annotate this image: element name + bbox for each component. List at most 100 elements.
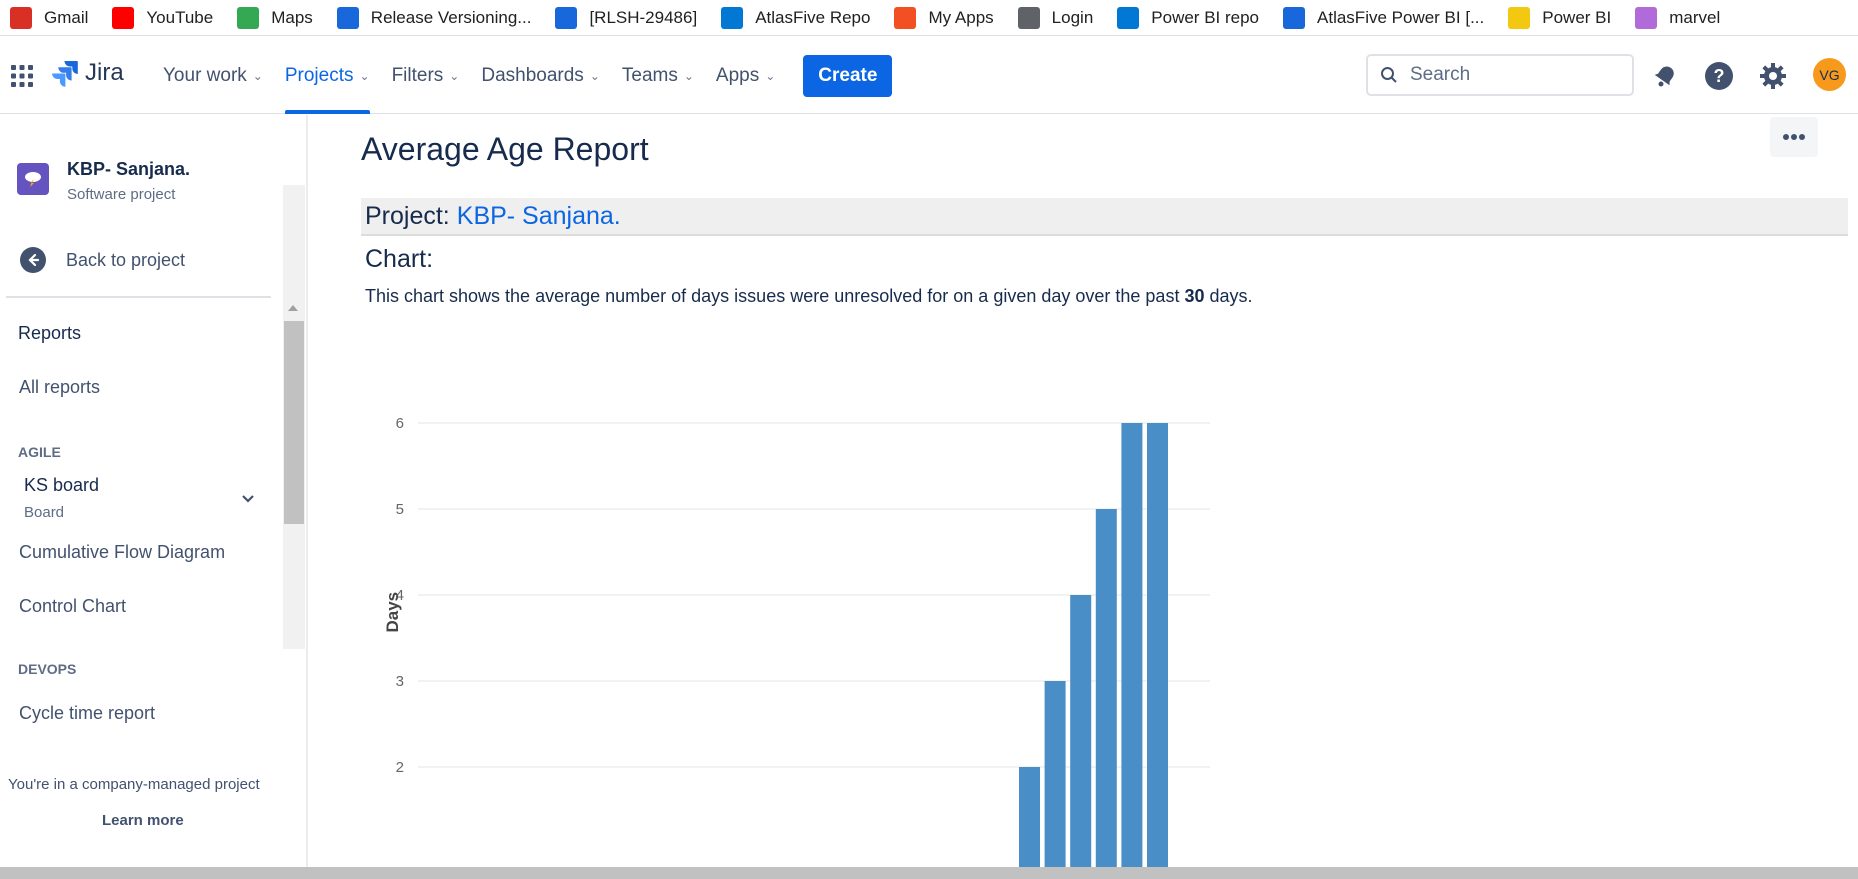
average-age-chart: 2 3 4 5 6 Days <box>383 415 1210 871</box>
search-placeholder: Search <box>1410 64 1471 85</box>
nav-item-teams[interactable]: Teams ⌄ <box>622 37 694 114</box>
bookmark-item[interactable]: AtlasFive Power BI [... <box>1283 6 1485 29</box>
bookmark-label: Maps <box>271 7 313 27</box>
bookmark-label: YouTube <box>146 7 214 27</box>
settings-gear-icon[interactable] <box>1758 61 1788 91</box>
project-link[interactable]: KBP- Sanjana. <box>456 201 621 230</box>
agile-section-heading: AGILE <box>18 444 61 460</box>
microsoft-icon <box>894 6 917 29</box>
bookmark-label: My Apps <box>928 7 994 27</box>
y-tick-label: 3 <box>396 673 404 690</box>
bookmark-label: marvel <box>1669 7 1721 27</box>
project-header-bar: Project: KBP- Sanjana. <box>361 198 1848 236</box>
chart-bar <box>1019 767 1040 871</box>
sidebar-item-control-chart[interactable]: Control Chart <box>19 596 127 616</box>
search-icon <box>1381 67 1397 83</box>
confluence-icon <box>1283 6 1306 29</box>
sidebar-item-all-reports[interactable]: All reports <box>19 377 101 397</box>
y-tick-label: 2 <box>396 759 404 776</box>
nav-item-filters[interactable]: Filters ⌄ <box>392 37 460 114</box>
report-content: Average Age Report Project: KBP- Sanjana… <box>310 115 1858 871</box>
project-sidebar: KBP- Sanjana. Software project Back to p… <box>0 115 308 879</box>
back-arrow-icon <box>20 247 46 273</box>
jira-logo[interactable]: Jira <box>51 59 124 87</box>
avatar-initials: VG <box>1819 66 1840 83</box>
nav-item-apps[interactable]: Apps ⌄ <box>716 37 775 114</box>
nav-item-dashboards[interactable]: Dashboards ⌄ <box>481 37 600 114</box>
back-to-project-button[interactable]: Back to project <box>20 247 185 273</box>
chevron-down-icon: ⌄ <box>589 68 600 83</box>
bookmark-item[interactable]: marvel <box>1635 6 1721 29</box>
chart-bar <box>1121 423 1143 871</box>
nav-item-label: Dashboards <box>481 64 584 86</box>
chevron-down-icon: ⌄ <box>683 68 694 83</box>
help-icon[interactable]: ? <box>1704 61 1734 91</box>
board-selector-name[interactable]: KS board <box>24 475 100 495</box>
chart-bar <box>1095 509 1117 871</box>
project-type: Software project <box>67 186 176 203</box>
chart-bar <box>1044 681 1066 871</box>
page-icon <box>1017 6 1040 29</box>
notifications-icon[interactable] <box>1650 61 1680 91</box>
nav-item-your-work[interactable]: Your work ⌄ <box>163 37 263 114</box>
app-switcher-icon[interactable] <box>10 64 34 88</box>
chevron-down-icon[interactable] <box>240 490 256 511</box>
bookmark-item[interactable]: Gmail <box>10 6 88 29</box>
y-tick-label: 5 <box>396 501 404 518</box>
bookmark-item[interactable]: Power BI <box>1508 6 1612 29</box>
create-button[interactable]: Create <box>803 54 893 97</box>
bookmark-item[interactable]: Login <box>1017 6 1094 29</box>
svg-text:?: ? <box>1714 66 1725 86</box>
sidebar-scrollbar-thumb[interactable] <box>284 321 304 524</box>
description-text: This chart shows the average number of d… <box>365 286 1180 306</box>
sidebar-item-cumulative-flow-diagram[interactable]: Cumulative Flow Diagram <box>19 542 226 562</box>
azure-devops-icon <box>721 6 744 29</box>
search-input[interactable]: Search <box>1366 54 1634 96</box>
devops-section-heading: DEVOPS <box>18 661 77 677</box>
horizontal-scrollbar[interactable] <box>0 867 1858 879</box>
jira-logo-icon <box>52 61 78 87</box>
y-tick-label: 6 <box>396 415 404 432</box>
learn-more-link[interactable]: Learn more <box>102 812 184 829</box>
bookmark-label: Power BI repo <box>1151 7 1260 27</box>
nav-item-label: Teams <box>621 64 678 86</box>
description-suffix: days. <box>1209 286 1253 306</box>
jira-logo-text: Jira <box>85 59 124 86</box>
sidebar-item-cycle-time-report[interactable]: Cycle time report <box>19 703 156 723</box>
chevron-down-icon: ⌄ <box>449 68 460 83</box>
nav-item-label: Your work <box>163 64 247 86</box>
nav-item-projects[interactable]: Projects ⌄ <box>284 37 370 114</box>
page-title: Average Age Report <box>361 131 649 167</box>
nav-item-label: Filters <box>391 64 444 86</box>
bookmark-item[interactable]: My Apps <box>894 6 994 29</box>
bookmark-item[interactable]: Release Versioning... <box>336 6 531 29</box>
bookmark-label: AtlasFive Power BI [... <box>1317 7 1485 27</box>
bookmark-label: Power BI <box>1542 7 1612 27</box>
chart-bar <box>1147 423 1168 871</box>
bookmark-item[interactable]: AtlasFive Repo <box>721 6 870 29</box>
board-selector-type: Board <box>24 504 65 521</box>
youtube-icon <box>112 6 135 29</box>
more-icon <box>1783 134 1805 140</box>
bookmarks-bar: Gmail YouTube Maps Release Versioning... [RL… <box>0 0 1858 36</box>
nav-menu: Your work ⌄ Projects ⌄ Filters ⌄ Dashboards ⌄ Te… <box>163 37 893 114</box>
bookmark-label: [RLSH-29486] <box>589 7 698 27</box>
more-actions-button[interactable] <box>1770 117 1818 157</box>
bookmark-item[interactable]: Maps <box>237 6 313 29</box>
back-to-project-label: Back to project <box>66 249 186 270</box>
user-avatar[interactable]: VG <box>1813 58 1846 91</box>
bookmark-item[interactable]: [RLSH-29486] <box>555 6 698 29</box>
chevron-down-icon: ⌄ <box>359 68 370 83</box>
chart-bar <box>1070 595 1092 871</box>
scroll-up-arrow-icon[interactable] <box>288 305 298 311</box>
chart-description: This chart shows the average number of d… <box>365 286 1253 307</box>
bookmark-item[interactable]: YouTube <box>112 6 214 29</box>
bookmark-item[interactable]: Power BI repo <box>1117 6 1260 29</box>
reports-heading: Reports <box>18 323 82 343</box>
bookmark-label: Login <box>1051 7 1094 27</box>
chart-heading: Chart: <box>365 245 434 273</box>
company-managed-note: You're in a company-managed project <box>8 776 260 793</box>
description-days-count: 30 <box>1184 286 1205 306</box>
top-navigation: Jira Your work ⌄ Projects ⌄ Filters ⌄ Dashboar… <box>0 37 1858 114</box>
project-name[interactable]: KBP- Sanjana. <box>67 159 191 179</box>
